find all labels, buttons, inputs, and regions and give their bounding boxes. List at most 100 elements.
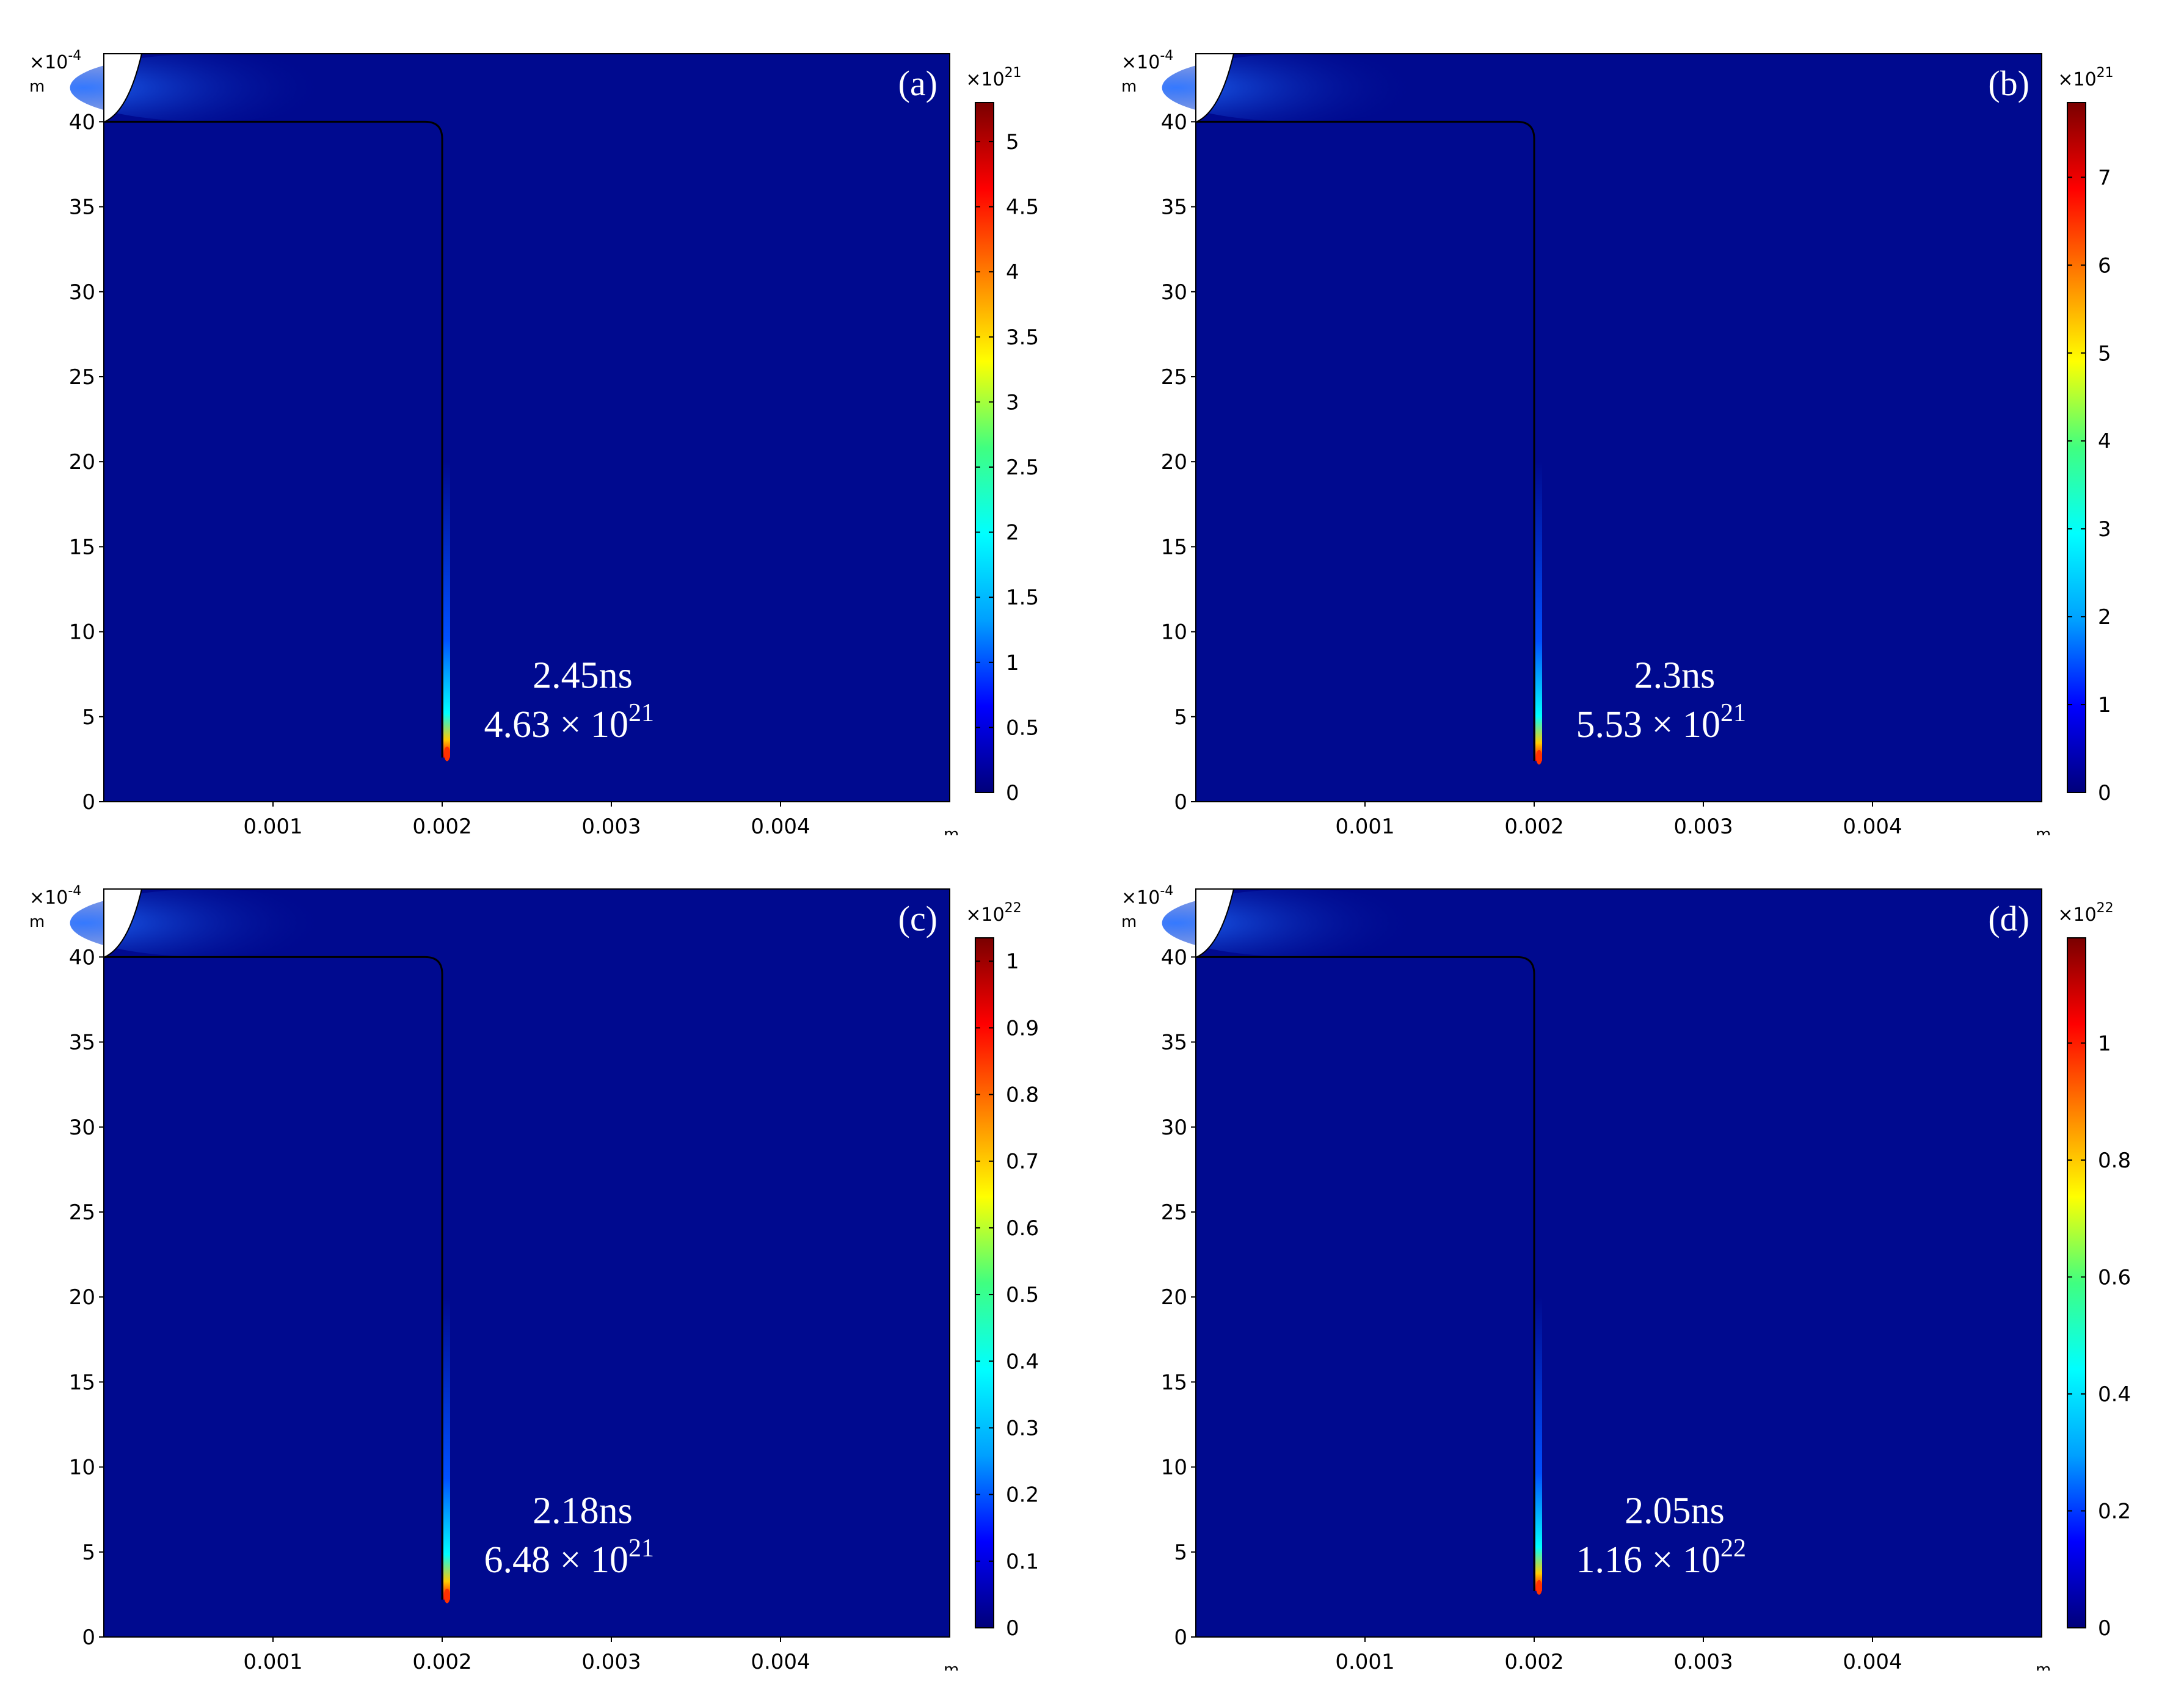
y-multiplier: ×10-4 [29,884,81,909]
colorbar-tick-label: 0.9 [1006,1016,1039,1040]
peak-mantissa: 6.48 × 10 [484,1539,628,1581]
colorbar-tick-label: 1 [2098,1031,2111,1056]
x-tick-label: 0.003 [581,1650,641,1671]
y-tick-label: 20 [1161,1285,1187,1310]
y-tick-label: 5 [82,1541,95,1565]
colorbar-tick-label: 4.5 [1006,195,1039,220]
peak-value-label: 1.16 × 1022 [1576,1534,1746,1581]
peak-exponent: 21 [628,1534,654,1562]
x-tick-label: 0.002 [412,815,471,835]
time-label: 2.05ns [1625,1490,1725,1531]
panel-d: 0 5 10 15 20 25 30 35 40 0.001 0.002 0.003 0.004 m ×10… [1092,835,2184,1671]
colorbar-tick-label: 1.5 [1006,586,1039,610]
peak-value-label: 6.48 × 1021 [484,1534,654,1581]
colorbar-multiplier-base: ×10 [2058,904,2096,926]
y-multiplier: ×10-4 [1121,884,1173,909]
colorbar-multiplier-exponent: 21 [2097,65,2114,81]
y-multiplier-base: ×10 [1121,52,1160,73]
y-tick-label: 40 [1161,945,1187,970]
colorbar-tick-label: 0.6 [1006,1216,1039,1241]
colorbar-tick-label: 0.5 [1006,716,1039,740]
colorbar-tick-label: 0.2 [1006,1483,1039,1508]
y-unit-label: m [1121,913,1137,931]
colorbar-tick-label: 0.4 [1006,1349,1039,1374]
needle-electrode [1195,53,1235,123]
colorbar-multiplier-base: ×10 [966,69,1004,90]
needle-electrode [1195,888,1235,959]
y-tick-label: 25 [1161,1200,1187,1225]
time-label: 2.45ns [533,655,633,696]
needle-electrode [103,53,143,123]
x-tick-label: 0.004 [1843,815,1902,835]
y-tick-label: 20 [69,1285,95,1310]
y-tick-label: 25 [1161,365,1187,390]
x-tick-label: 0.004 [751,1650,810,1671]
colorbar-tick-label: 5 [1006,130,1019,154]
x-tick-label: 0.003 [1673,1650,1733,1671]
panel-b: 0 5 10 15 20 25 30 35 40 0.001 0.002 0.003 0.004 m ×10… [1092,0,2184,835]
y-tick-label: 35 [69,1031,95,1055]
streamer-channel [1535,462,1542,761]
colorbar-tick-label: 1 [1006,651,1019,675]
peak-exponent: 22 [1720,1534,1746,1562]
y-unit-label: m [29,78,45,96]
colorbar-multiplier-exponent: 22 [1005,901,1022,916]
y-multiplier-base: ×10 [29,52,68,73]
y-tick-label: 5 [1174,705,1187,730]
y-multiplier-exponent: -4 [68,48,81,64]
electrode-outline [104,956,443,1600]
x-tick-label: 0.003 [1673,815,1733,835]
x-tick-label: 0.002 [1504,1650,1563,1671]
colorbar-tick-label: 1 [2098,693,2111,717]
x-tick-label: 0.003 [581,815,641,835]
y-tick-label: 0 [1174,790,1187,815]
colorbar-tick-label: 0 [1006,1616,1019,1641]
colorbar-tick-label: 0.8 [2098,1149,2131,1173]
y-tick-label: 15 [1161,535,1187,559]
colorbar-tick-label: 2 [2098,605,2111,630]
streamer-channel [443,462,450,758]
x-tick-label: 0.001 [243,1650,302,1671]
colorbar-tick-label: 0.8 [1006,1083,1039,1108]
y-unit-label: m [1121,78,1137,96]
y-multiplier-exponent: -4 [1160,48,1173,64]
y-tick-label: 0 [82,790,95,815]
y-tick-label: 5 [82,705,95,730]
y-tick-label: 30 [1161,1116,1187,1140]
plot-field [103,888,950,1638]
y-multiplier-exponent: -4 [68,884,81,899]
x-unit-label: m [2036,826,2051,835]
x-unit-label: m [944,826,959,835]
colorbar-tick-label: 0.2 [2098,1499,2131,1523]
y-tick-label: 20 [1161,450,1187,474]
panel-label: (a) [898,64,937,103]
streamer-tip [1536,750,1542,765]
plot-field [1195,888,2042,1638]
peak-value-label: 5.53 × 1021 [1576,699,1746,746]
y-unit-label: m [29,913,45,931]
colorbar-tick-label: 7 [2098,165,2111,190]
electrode-outline [1196,956,1535,1591]
colorbar-tick-label: 0.3 [1006,1416,1039,1440]
time-label: 2.18ns [533,1490,633,1531]
colorbar-tick-label: 0 [1006,781,1019,805]
colorbar-multiplier-base: ×10 [2058,69,2096,90]
y-tick-label: 25 [69,1200,95,1225]
colorbar-tick-label: 4 [1006,260,1019,285]
x-tick-label: 0.004 [1843,1650,1902,1671]
colorbar-tick-label: 4 [2098,429,2111,454]
y-tick-label: 40 [69,110,95,134]
colorbar-multiplier-base: ×10 [966,904,1004,926]
x-unit-label: m [2036,1661,2051,1671]
panel-c: 0 5 10 15 20 25 30 35 40 0.001 0.002 0.003 0.004 m ×10… [0,835,1092,1671]
x-unit-label: m [944,1661,959,1671]
y-tick-label: 15 [69,535,95,559]
streamer-channel [1535,1297,1542,1591]
y-tick-label: 10 [1161,1456,1187,1480]
electrode-outline [104,120,443,758]
colorbar-tick-label: 0.4 [2098,1382,2131,1407]
colorbar-multiplier-exponent: 22 [2097,901,2114,916]
